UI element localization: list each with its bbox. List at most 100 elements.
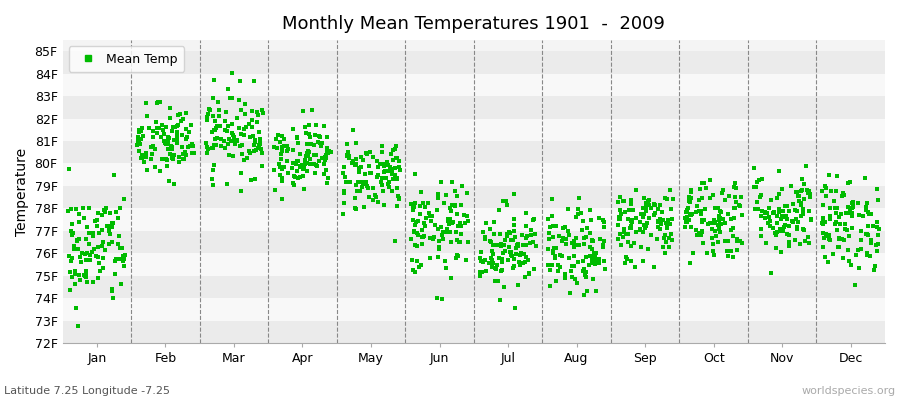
Point [633,226,647,232]
Point [95,254,110,261]
Point [863,237,878,243]
Point [706,192,720,198]
Point [200,150,214,156]
Point [290,135,304,141]
Point [639,208,653,214]
Point [814,188,829,194]
Point [513,252,527,258]
Point [519,210,534,216]
Point [382,183,397,190]
Point [228,141,242,147]
Point [652,216,667,223]
Point [131,148,146,154]
Point [479,268,493,274]
Point [117,256,131,263]
Point [843,178,858,185]
Point [133,154,148,161]
Point [628,215,643,221]
Point [492,297,507,304]
Point [549,222,563,229]
Point [408,268,422,275]
Point [721,252,735,259]
Point [703,194,717,201]
Point [116,262,130,269]
Point [778,202,792,209]
Point [818,230,832,237]
Point [788,216,803,222]
Point [730,246,744,253]
Point [130,136,145,142]
Point [566,263,580,270]
Point [713,208,727,214]
Point [317,160,331,167]
Point [842,210,856,216]
Point [250,144,265,151]
Point [821,258,835,265]
Point [99,205,113,211]
Point [517,251,531,258]
Point [348,182,363,188]
Point [410,242,425,249]
Point [570,280,584,287]
Point [109,256,123,262]
Point [837,236,851,243]
Point [564,262,579,269]
Point [281,170,295,176]
Point [774,226,788,232]
Point [134,128,148,134]
Point [132,127,147,133]
Point [705,235,719,242]
Point [137,159,151,166]
Point [488,264,502,271]
Point [439,228,454,235]
Point [577,292,591,298]
Point [432,238,446,244]
Point [131,140,146,146]
Point [778,221,792,228]
Point [218,127,232,133]
Point [184,143,198,150]
Point [385,157,400,164]
Point [317,123,331,129]
Point [613,194,627,200]
Point [797,227,812,234]
Point [304,107,319,114]
Point [205,144,220,151]
Point [548,278,562,284]
Point [754,212,769,219]
Point [576,258,590,264]
Point [854,237,868,243]
Point [112,256,127,263]
Point [131,129,146,135]
Point [642,202,656,208]
Point [301,153,315,159]
Point [725,233,740,239]
Point [543,267,557,273]
Point [385,188,400,194]
Point [799,187,814,194]
Point [354,164,368,170]
Point [339,141,354,147]
Point [663,186,678,193]
Point [729,199,743,206]
Point [242,148,256,154]
Point [618,208,633,215]
Point [545,223,560,230]
Point [163,115,177,122]
Point [65,221,79,227]
Point [74,259,88,265]
Point [232,124,247,131]
Point [435,296,449,302]
Point [151,125,166,132]
Point [346,126,360,133]
Point [217,138,231,144]
Point [274,196,289,202]
Point [248,146,263,153]
Bar [62,186,885,208]
Point [411,264,426,271]
Point [429,295,444,301]
Point [445,202,459,208]
Point [620,230,634,237]
Point [758,214,772,221]
Point [61,208,76,214]
